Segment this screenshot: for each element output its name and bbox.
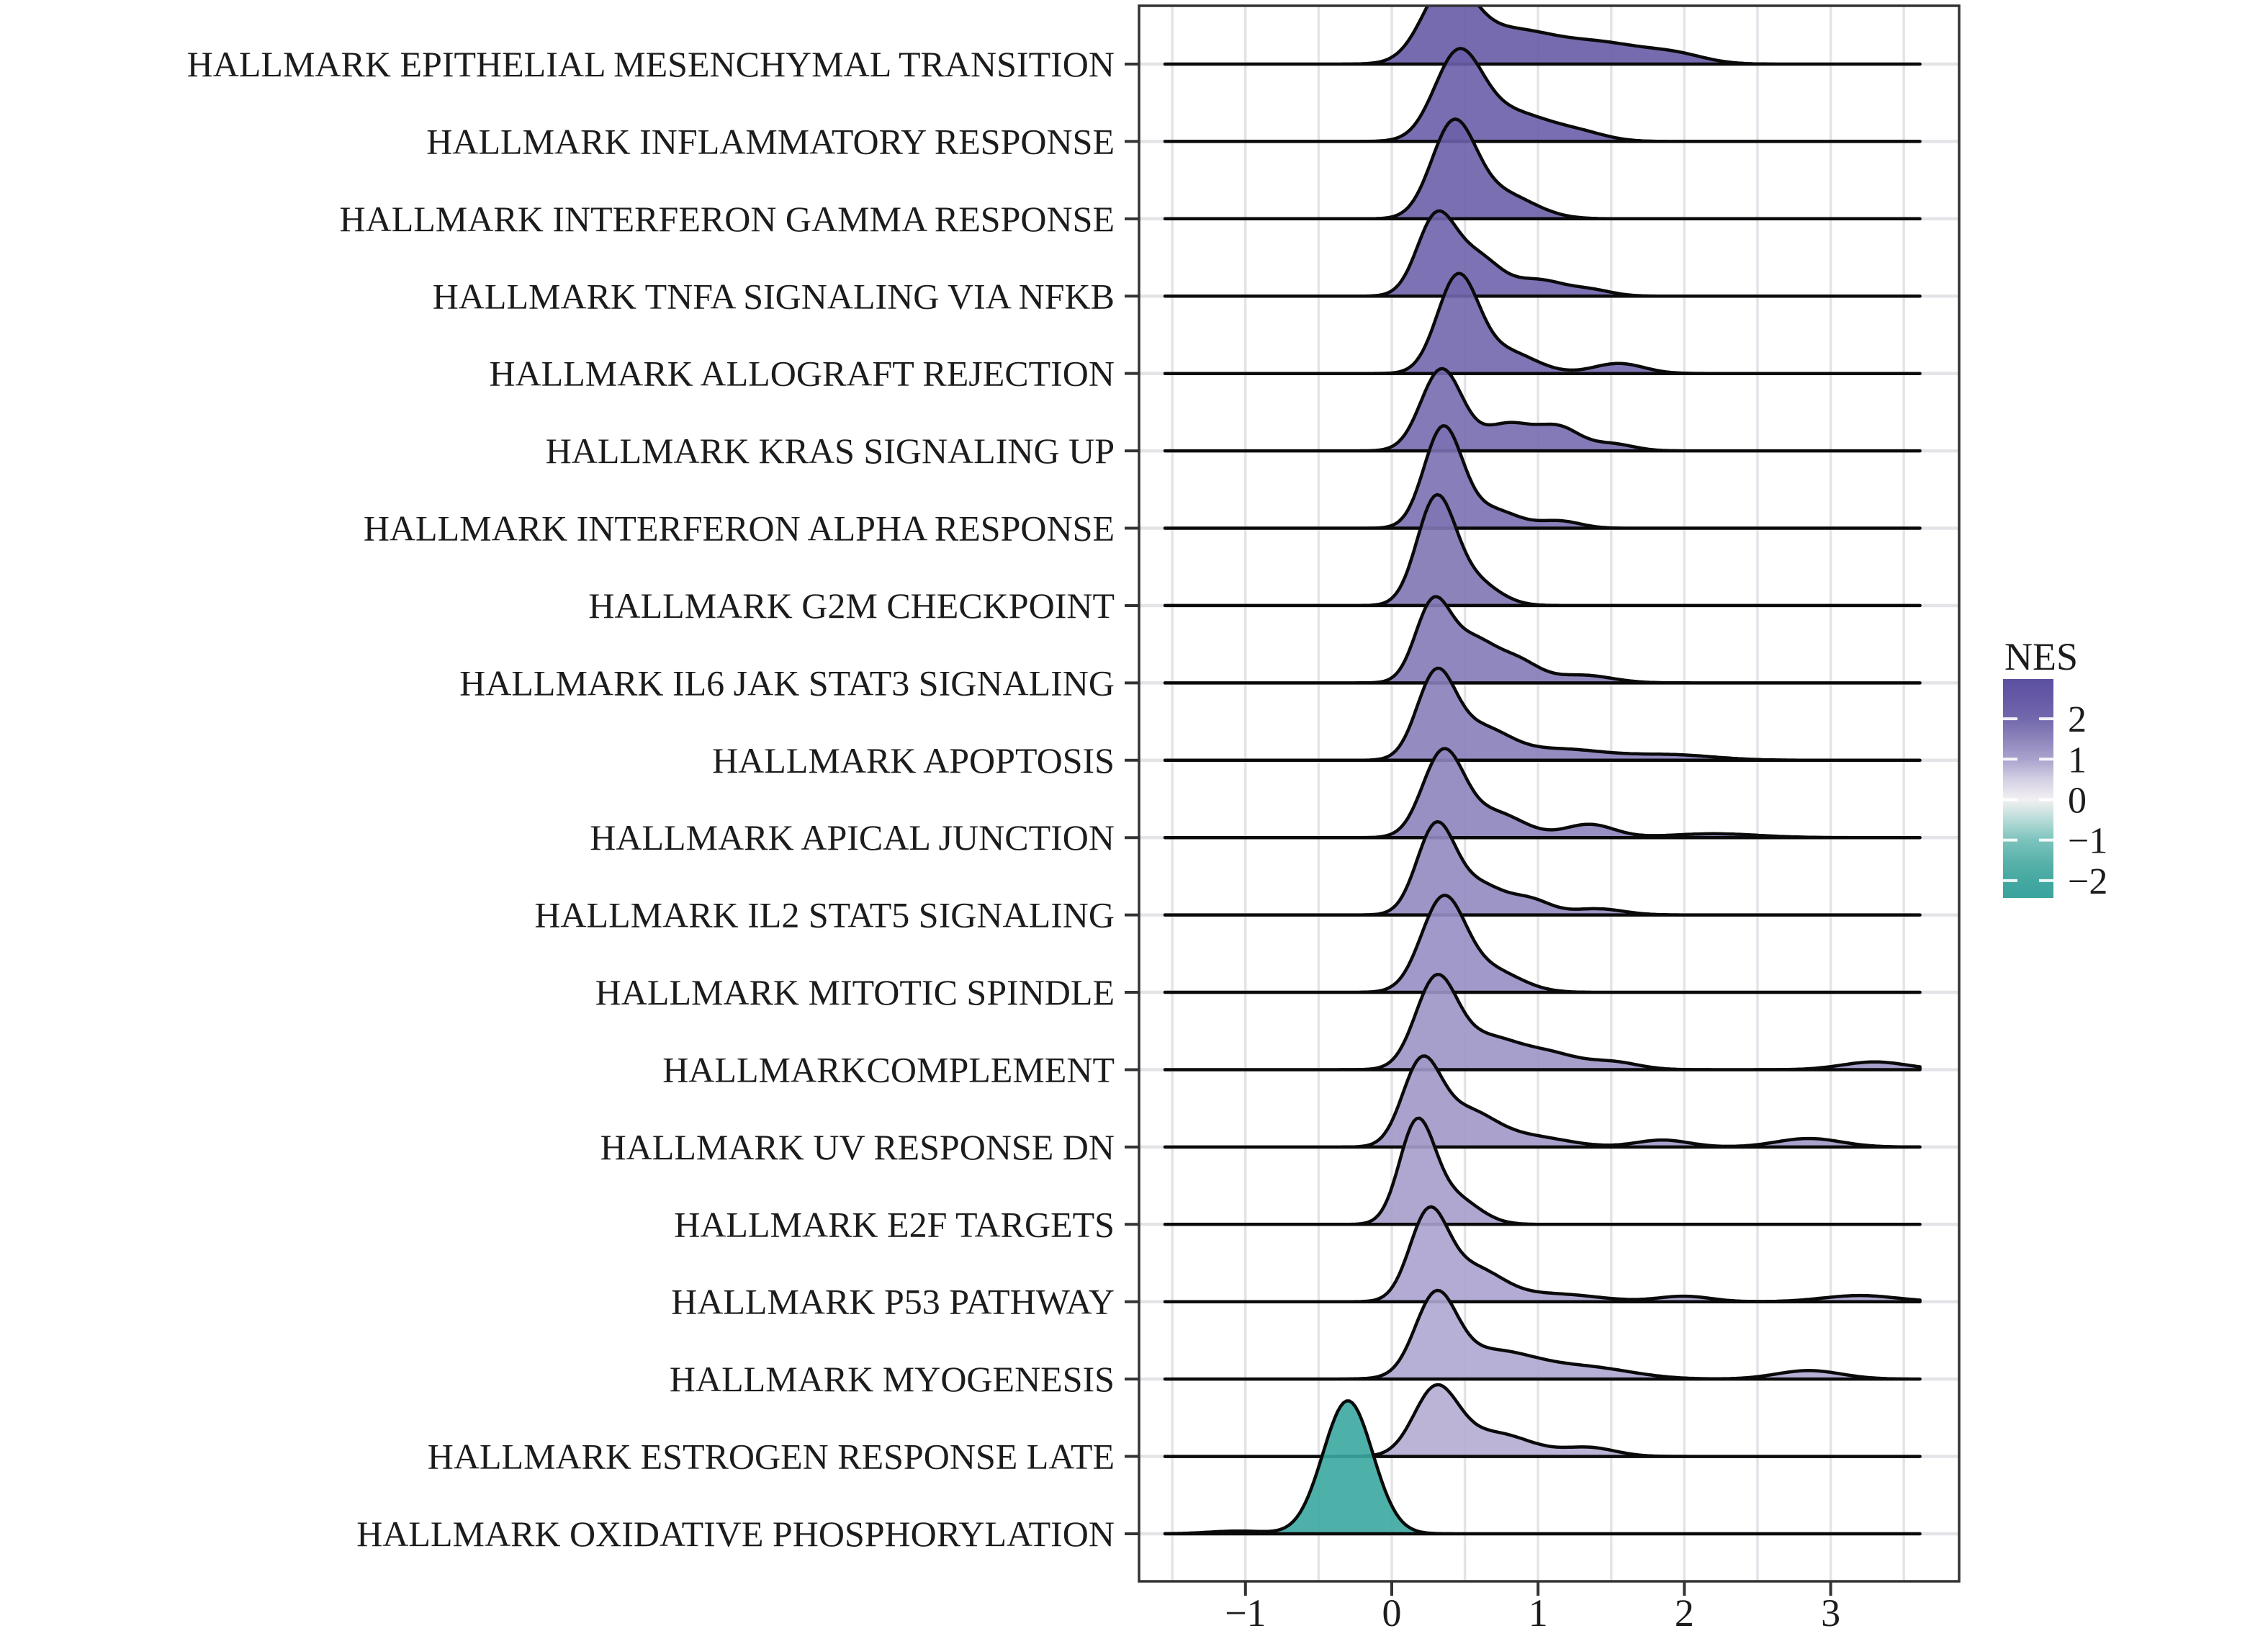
ridge-hallmark-p53-pathway — [1163, 1205, 1922, 1303]
ridge-hallmark-il6-jak-stat3-signaling — [1163, 595, 1922, 685]
ridge-hallmark-e2f-targets — [1163, 1116, 1922, 1226]
ridge-hallmark-uv-response-dn — [1163, 1054, 1922, 1149]
y-axis-label-hallmark-estrogen-response-late: HALLMARK ESTROGEN RESPONSE LATE — [428, 1437, 1115, 1477]
ridge-hallmark-g2m-checkpoint — [1163, 493, 1922, 608]
ridge-hallmarkcomplement — [1163, 972, 1922, 1071]
ridge-hallmark-allograft-rejection — [1163, 271, 1922, 375]
y-axis-label-hallmark-interferon-gamma-response: HALLMARK INTERFERON GAMMA RESPONSE — [340, 199, 1115, 239]
legend-tick-label: 0 — [2068, 780, 2087, 821]
y-axis-label-hallmark-oxidative-phosphorylation: HALLMARK OXIDATIVE PHOSPHORYLATION — [356, 1514, 1115, 1554]
ridge-hallmark-interferon-alpha-response — [1163, 423, 1922, 530]
ridge-hallmark-oxidative-phosphorylation — [1163, 1399, 1922, 1536]
y-axis-label-hallmark-e2f-targets: HALLMARK E2F TARGETS — [674, 1204, 1115, 1244]
y-axis-label-hallmark-g2m-checkpoint: HALLMARK G2M CHECKPOINT — [588, 585, 1115, 626]
ridge-hallmark-inflammatory-response — [1163, 47, 1922, 143]
ridge-hallmark-tnfa-signaling-via-nfkb — [1163, 209, 1922, 298]
ridges-group — [1163, 6, 1922, 1536]
y-axis-label-hallmark-apoptosis: HALLMARK APOPTOSIS — [712, 740, 1115, 781]
y-axis-label-hallmark-il2-stat5-signaling: HALLMARK IL2 STAT5 SIGNALING — [534, 895, 1115, 935]
legend-colorbar — [2003, 679, 2053, 898]
y-axis-label-hallmark-il6-jak-stat3-signaling: HALLMARK IL6 JAK STAT3 SIGNALING — [459, 662, 1115, 703]
legend: NES 210−1−2 — [2003, 635, 2107, 902]
y-axis: HALLMARK EPITHELIAL MESENCHYMAL TRANSITI… — [187, 44, 1139, 1554]
ridge-hallmark-kras-signaling-up — [1163, 367, 1922, 453]
y-axis-label-hallmark-interferon-alpha-response: HALLMARK INTERFERON ALPHA RESPONSE — [364, 508, 1115, 549]
ridge-hallmark-epithelial-mesenchymal-transition — [1163, 6, 1922, 66]
y-axis-label-hallmark-apical-junction: HALLMARK APICAL JUNCTION — [590, 817, 1115, 858]
ridge-hallmark-estrogen-response-late — [1163, 1383, 1922, 1458]
legend-tick-label: −1 — [2068, 821, 2107, 862]
x-axis-label: 2 — [1675, 1591, 1694, 1631]
y-axis-label-hallmark-p53-pathway: HALLMARK P53 PATHWAY — [671, 1282, 1115, 1322]
y-axis-label-hallmark-inflammatory-response: HALLMARK INFLAMMATORY RESPONSE — [426, 121, 1115, 161]
plot-panel-background — [1139, 6, 1959, 1581]
y-axis-label-hallmarkcomplement: HALLMARKCOMPLEMENT — [662, 1049, 1115, 1089]
x-axis-label: 1 — [1529, 1591, 1548, 1631]
legend-tick-label: 1 — [2068, 740, 2087, 781]
ridge-hallmark-apical-junction — [1163, 747, 1922, 840]
x-axis-label: −1 — [1225, 1591, 1266, 1631]
y-axis-label-hallmark-allograft-rejection: HALLMARK ALLOGRAFT REJECTION — [489, 354, 1115, 394]
y-axis-label-hallmark-kras-signaling-up: HALLMARK KRAS SIGNALING UP — [546, 431, 1115, 471]
y-axis-label-hallmark-mitotic-spindle: HALLMARK MITOTIC SPINDLE — [595, 972, 1115, 1012]
ridge-hallmark-il2-stat5-signaling — [1163, 819, 1922, 917]
y-axis-label-hallmark-epithelial-mesenchymal-transition: HALLMARK EPITHELIAL MESENCHYMAL TRANSITI… — [187, 44, 1115, 84]
ridge-hallmark-apoptosis — [1163, 666, 1922, 763]
legend-tick-label: 2 — [2068, 699, 2087, 740]
ridge-hallmark-myogenesis — [1163, 1288, 1922, 1381]
legend-tick-label: −2 — [2068, 861, 2107, 902]
x-axis: −1 0 1 2 3 — [1225, 1581, 1840, 1631]
y-axis-label-hallmark-uv-response-dn: HALLMARK UV RESPONSE DN — [600, 1127, 1115, 1167]
plot-panel-border — [1138, 4, 1961, 1583]
ridge-hallmark-interferon-gamma-response — [1163, 117, 1922, 221]
legend-title: NES — [2004, 635, 2078, 678]
x-axis-label: 0 — [1382, 1591, 1402, 1631]
y-axis-label-hallmark-myogenesis: HALLMARK MYOGENESIS — [670, 1359, 1115, 1399]
ridge-hallmark-mitotic-spindle — [1163, 894, 1922, 994]
y-axis-label-hallmark-tnfa-signaling-via-nfkb: HALLMARK TNFA SIGNALING VIA NFKB — [433, 276, 1115, 316]
x-axis-label: 3 — [1821, 1591, 1840, 1631]
